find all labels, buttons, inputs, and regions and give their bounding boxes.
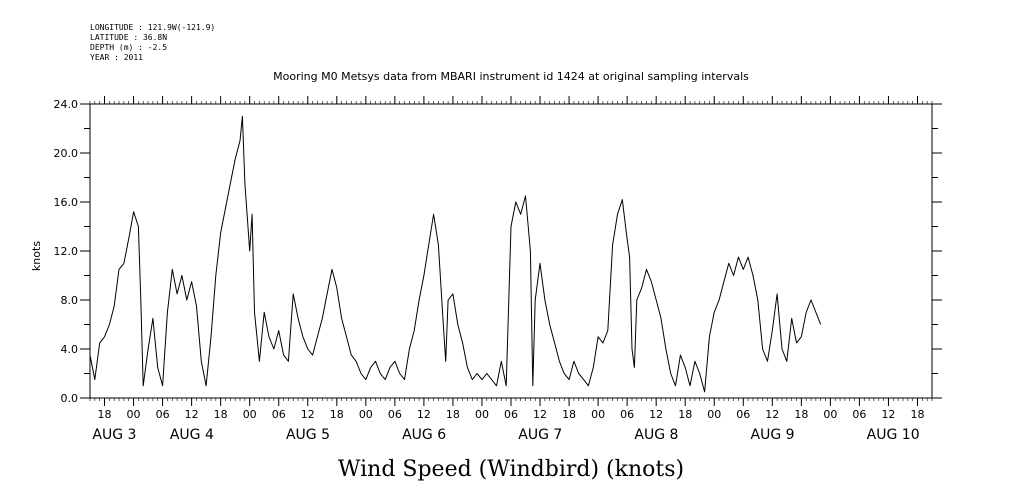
- y-tick-label: 4.0: [61, 343, 79, 356]
- year-label: YEAR : 2011: [90, 53, 143, 62]
- x-day-label: AUG 6: [402, 427, 446, 443]
- latitude-label: LATITUDE : 36.8N: [90, 33, 167, 42]
- chart-title: Mooring M0 Metsys data from MBARI instru…: [273, 70, 749, 83]
- x-tick-label: 12: [765, 408, 779, 421]
- series-group: [89, 115, 822, 393]
- y-tick-label: 20.0: [54, 147, 79, 160]
- x-tick-label: 12: [185, 408, 199, 421]
- x-tick-label: 00: [243, 408, 257, 421]
- y-tick-label: 16.0: [54, 196, 79, 209]
- y-tick-label: 8.0: [61, 294, 79, 307]
- x-tick-label: 18: [910, 408, 924, 421]
- x-day-label: AUG 4: [170, 427, 214, 443]
- x-tick-label: 18: [98, 408, 112, 421]
- x-tick-label: 00: [127, 408, 141, 421]
- x-tick-label: 18: [562, 408, 576, 421]
- x-day-label: AUG 5: [286, 427, 330, 443]
- x-tick-label: 00: [591, 408, 605, 421]
- x-day-label: AUG 7: [518, 427, 562, 443]
- y-tick-label: 24.0: [54, 98, 79, 111]
- x-tick-label: 12: [301, 408, 315, 421]
- metadata-block: LONGITUDE : 121.9W(-121.9) LATITUDE : 36…: [90, 23, 215, 62]
- x-tick-label: 18: [678, 408, 692, 421]
- x-tick-label: 12: [417, 408, 431, 421]
- x-day-label: AUG 10: [867, 427, 920, 443]
- y-tick-label: 12.0: [54, 245, 79, 258]
- plot-frame: [89, 103, 933, 399]
- x-tick-label: 12: [881, 408, 895, 421]
- x-tick-label: 12: [649, 408, 663, 421]
- x-tick-label: 06: [852, 408, 866, 421]
- x-tick-label: 00: [707, 408, 721, 421]
- x-day-label: AUG 9: [751, 427, 795, 443]
- series-line: [89, 115, 822, 393]
- longitude-label: LONGITUDE : 121.9W(-121.9): [90, 23, 215, 32]
- y-axis-label: knots: [30, 241, 43, 271]
- x-tick-label: 18: [330, 408, 344, 421]
- x-tick-label: 06: [620, 408, 634, 421]
- x-tick-label: 00: [359, 408, 373, 421]
- x-tick-label: 06: [272, 408, 286, 421]
- x-tick-label: 00: [475, 408, 489, 421]
- y-tick-label: 0.0: [61, 392, 79, 405]
- x-day-label: AUG 8: [634, 427, 678, 443]
- x-tick-label: 18: [214, 408, 228, 421]
- x-tick-label: 18: [446, 408, 460, 421]
- x-tick-label: 06: [388, 408, 402, 421]
- axis-ticks: [80, 96, 942, 406]
- x-tick-label: 06: [156, 408, 170, 421]
- x-day-label: AUG 3: [92, 427, 136, 443]
- x-tick-label: 06: [504, 408, 518, 421]
- depth-label: DEPTH (m) : -2.5: [90, 43, 167, 52]
- x-tick-label: 18: [794, 408, 808, 421]
- axis-labels: 18 00 06 12 18 00 06 12 18 00 06 12 18 00 06 12 18 00 06 12…: [54, 98, 925, 443]
- x-axis-label: Wind Speed (Windbird) (knots): [338, 457, 684, 482]
- x-tick-label: 12: [533, 408, 547, 421]
- x-tick-label: 00: [823, 408, 837, 421]
- x-tick-label: 06: [736, 408, 750, 421]
